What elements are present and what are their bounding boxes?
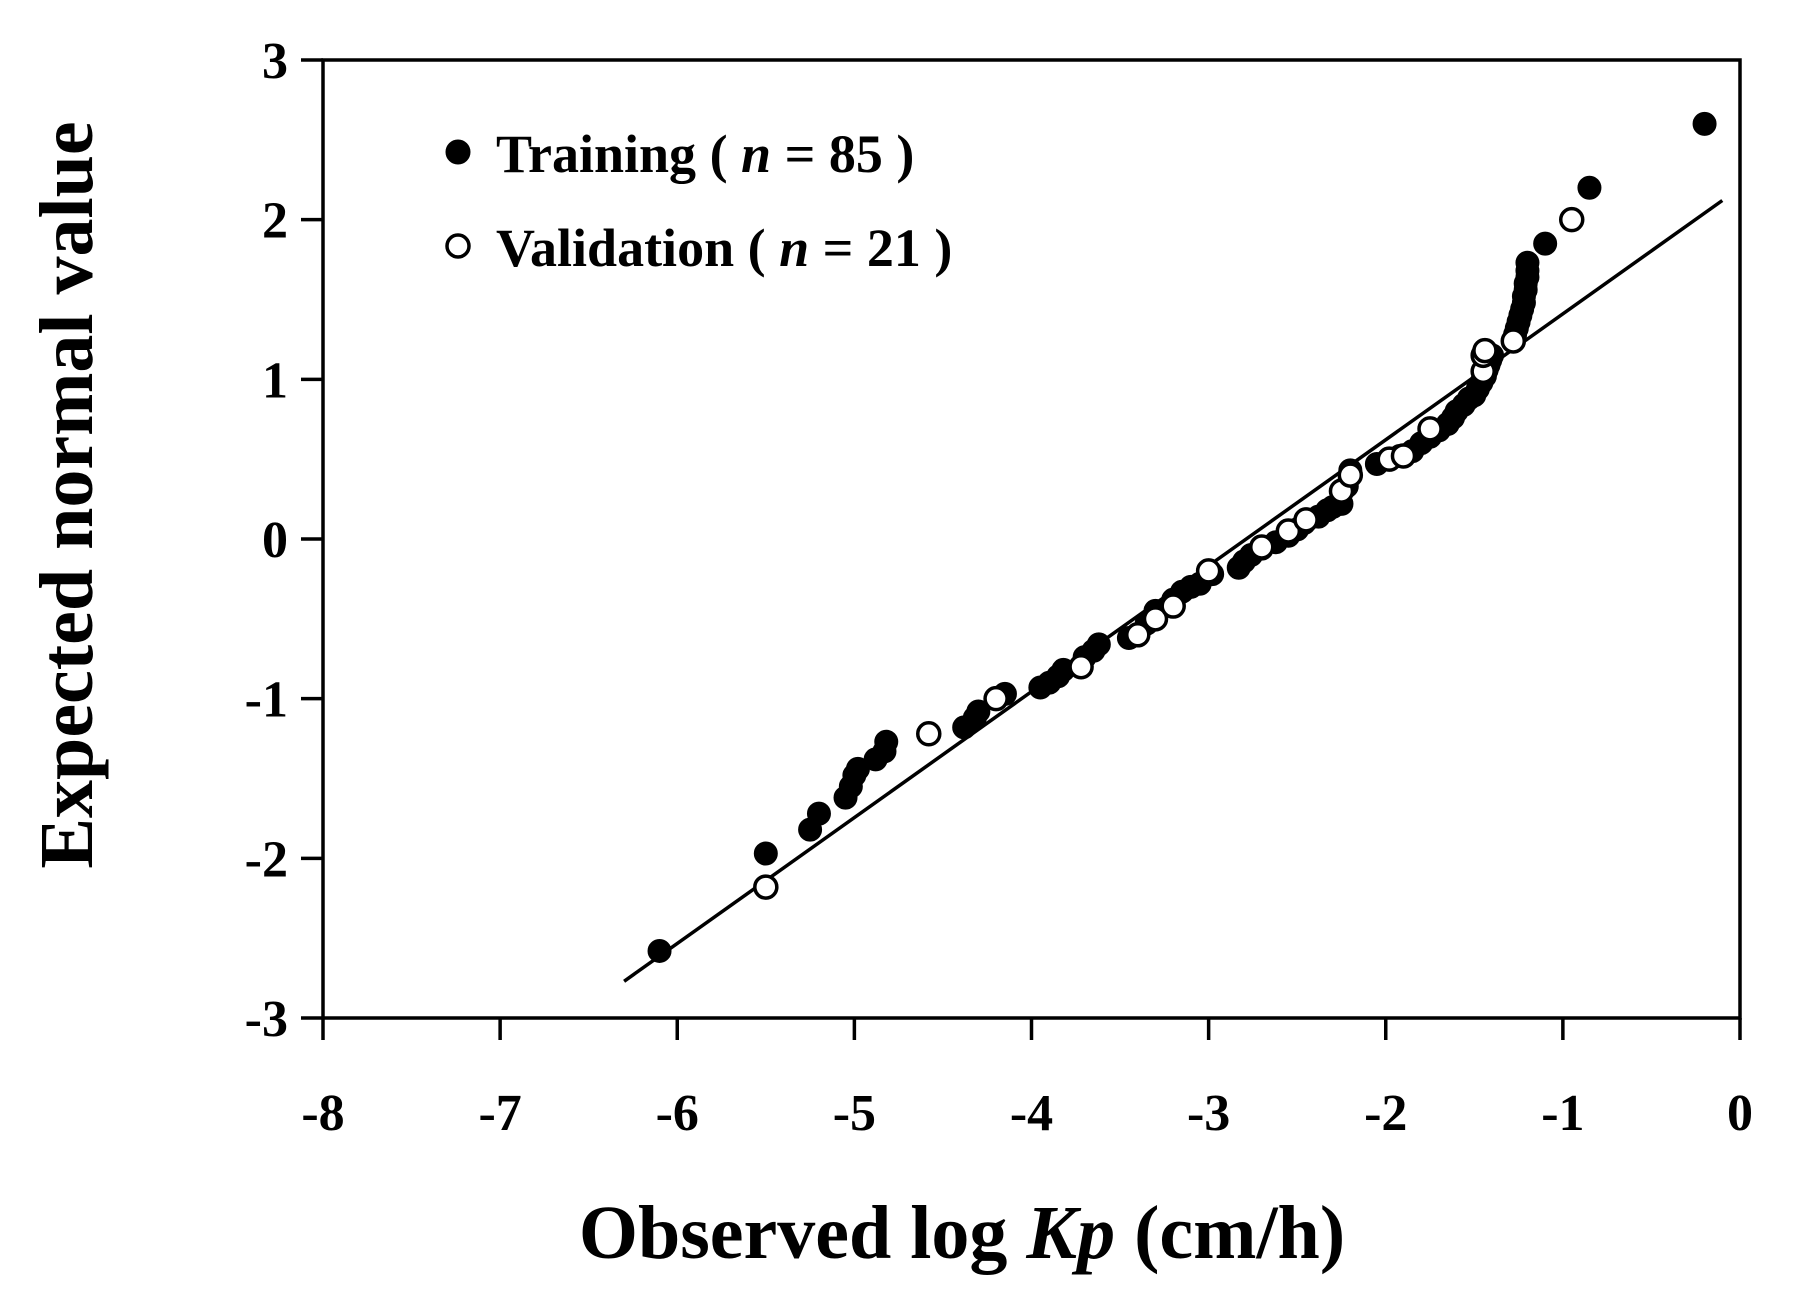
- validation-point: [1417, 416, 1443, 442]
- validation-point: [916, 721, 942, 747]
- legend-marker-validation: [445, 233, 471, 259]
- validation-point: [1472, 337, 1498, 364]
- validation-point: [1068, 653, 1094, 680]
- training-point: [1692, 111, 1717, 136]
- legend-label-training: Training ( n = 85 ): [496, 124, 914, 184]
- x-axis-title: Observed log Kp (cm/h): [579, 1191, 1345, 1275]
- training-point: [1577, 175, 1602, 200]
- y-tick-label: 0: [262, 512, 288, 569]
- x-tick-label: -3: [1187, 1085, 1230, 1142]
- training-point: [806, 801, 831, 826]
- x-tick-label: -2: [1364, 1085, 1407, 1142]
- training-point: [874, 729, 899, 754]
- validation-point: [1195, 558, 1222, 584]
- validation-point: [1249, 534, 1275, 560]
- y-tick-label: -1: [245, 672, 288, 729]
- training-point: [1086, 632, 1111, 657]
- series-validation: [753, 206, 1585, 900]
- x-tick-label: -8: [301, 1085, 344, 1142]
- x-tick-label: -4: [1010, 1085, 1053, 1142]
- y-tick-label: 3: [262, 33, 288, 90]
- x-tick-label: -6: [656, 1085, 699, 1142]
- validation-point: [1390, 443, 1417, 469]
- validation-point: [1275, 518, 1302, 544]
- validation-point: [753, 874, 779, 900]
- y-axis-title: Expected normal value: [25, 121, 109, 868]
- training-point: [1533, 231, 1558, 256]
- y-tick-label: -2: [245, 831, 288, 888]
- x-tick-label: -1: [1541, 1085, 1584, 1142]
- training-point: [1515, 250, 1540, 275]
- training-point: [966, 699, 991, 724]
- validation-point: [1337, 462, 1364, 488]
- y-axis: -3 -2 -1 0 1 2 3: [245, 33, 323, 1048]
- y-tick-label: 1: [262, 352, 288, 409]
- training-point: [647, 938, 672, 963]
- validation-point: [1293, 507, 1319, 533]
- y-tick-label: -3: [245, 991, 288, 1048]
- x-tick-label: 0: [1727, 1085, 1753, 1142]
- legend: Training ( n = 85 ) Validation ( n = 21 …: [445, 124, 952, 278]
- x-tick-label: -7: [478, 1085, 521, 1142]
- validation-point: [1160, 593, 1186, 619]
- legend-marker-training: [445, 139, 471, 165]
- x-axis: -8 -7 -6 -5 -4 -3 -2 -1 0: [301, 1018, 1753, 1142]
- legend-label-validation: Validation ( n = 21 ): [496, 218, 952, 278]
- training-point: [753, 841, 778, 866]
- validation-point: [1125, 622, 1151, 648]
- y-tick-label: 2: [262, 193, 288, 250]
- validation-point: [1500, 328, 1527, 354]
- validation-point: [1558, 206, 1585, 233]
- plot-area-frame: [321, 58, 1742, 1020]
- x-tick-label: -5: [833, 1085, 876, 1142]
- validation-point: [983, 685, 1009, 712]
- validation-point: [1142, 606, 1169, 632]
